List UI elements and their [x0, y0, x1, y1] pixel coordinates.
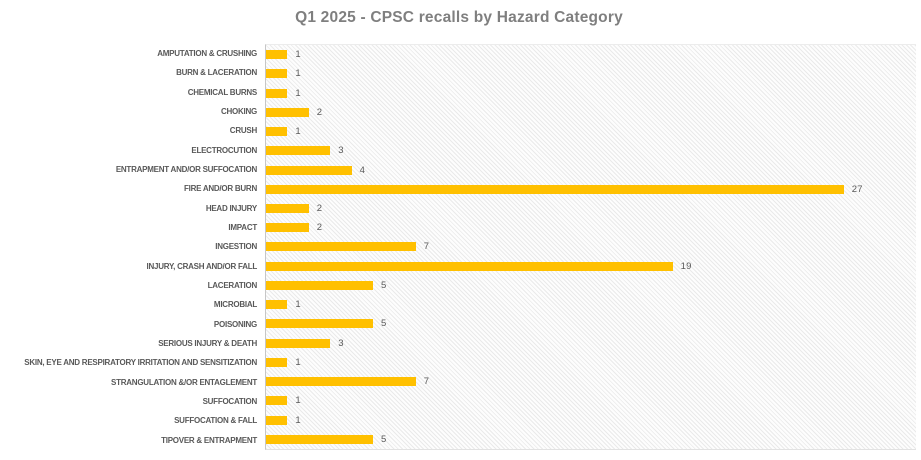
bar [266, 300, 288, 310]
value-label: 1 [295, 126, 301, 138]
value-label: 1 [295, 87, 301, 99]
bar [266, 107, 309, 117]
bar-row: 5 [266, 276, 916, 295]
value-label: 3 [338, 337, 344, 349]
category-label: POISONING [213, 319, 257, 329]
category-label: STRANGULATION &/OR ENTAGLEMENT [111, 377, 257, 387]
value-label: 1 [295, 49, 301, 61]
value-label: 7 [423, 376, 430, 388]
value-label: 1 [295, 395, 301, 407]
bar [266, 377, 416, 387]
chart-title: Q1 2025 - CPSC recalls by Hazard Categor… [295, 9, 623, 26]
bar-row: 3 [266, 334, 916, 353]
category-label: LACERATION [207, 281, 258, 291]
value-label: 2 [316, 222, 323, 234]
bar [266, 88, 288, 98]
value-label: 1 [295, 68, 301, 80]
bar [266, 357, 288, 367]
bar [266, 319, 373, 329]
value-label: 7 [423, 241, 430, 253]
category-label: BURN & LACERATION [176, 68, 257, 78]
bar [266, 242, 416, 252]
bar-row: 1 [266, 410, 916, 429]
bar [266, 165, 352, 175]
bar-row: 1 [266, 64, 916, 83]
bar [266, 338, 331, 348]
bar [266, 223, 309, 233]
bar-row: 1 [266, 391, 916, 410]
bar-row: 2 [266, 103, 916, 122]
category-label: SERIOUS INJURY & DEATH [158, 339, 257, 349]
category-label: INGESTION [215, 242, 257, 252]
value-label: 19 [680, 260, 692, 272]
bar [266, 146, 331, 156]
bar-row: 2 [266, 199, 916, 218]
category-label: FIRE AND/OR BURN [183, 184, 257, 194]
value-label: 1 [295, 356, 301, 368]
category-label: ENTRAPMENT AND/OR SUFFOCATION [115, 165, 257, 175]
bar [266, 184, 844, 194]
category-label: IMPACT [228, 223, 257, 233]
category-label: INJURY, CRASH AND/OR FALL [146, 261, 258, 271]
value-label: 4 [359, 164, 366, 176]
category-label: ELECTROCUTION [191, 145, 257, 155]
bar [266, 50, 288, 60]
value-label: 2 [316, 202, 323, 214]
value-label: 5 [381, 433, 387, 445]
bar [266, 415, 288, 425]
bar [266, 69, 288, 79]
value-label: 1 [295, 414, 301, 426]
bar-row: 1 [266, 295, 916, 314]
bar-row: 5 [266, 314, 916, 333]
bar [266, 280, 373, 290]
value-label: 5 [381, 318, 387, 330]
bar [266, 203, 309, 213]
category-label: SKIN, EYE AND RESPIRATORY IRRITATION AND… [24, 358, 257, 368]
value-label: 1 [295, 299, 301, 311]
value-label: 27 [851, 183, 863, 195]
bar-row: 7 [266, 372, 916, 391]
category-label: AMPUTATION & CRUSHING [157, 49, 257, 59]
category-labels: AMPUTATION & CRUSHING BURN & LACERATION CH… [0, 44, 265, 450]
category-label: CRUSH [229, 126, 257, 136]
value-label: 2 [316, 106, 323, 118]
category-label: HEAD INJURY [205, 203, 257, 213]
bar-row: 4 [266, 160, 916, 179]
bar-row: 19 [266, 257, 916, 276]
bar-row: 2 [266, 218, 916, 237]
bar-row: 1 [266, 122, 916, 141]
category-label: SUFFOCATION & FALL [174, 416, 257, 426]
plot-area: 1 1 1 2 1 3 4 27 2 2 7 19 5 1 5 3 1 7 1 1 5 [265, 44, 916, 450]
category-label: TIPOVER & ENTRAPMENT [161, 435, 257, 445]
bar-row: 1 [266, 45, 916, 64]
bar [266, 434, 373, 444]
category-label: CHOKING [220, 107, 257, 117]
bar-row: 7 [266, 237, 916, 256]
bar-row: 1 [266, 353, 916, 372]
bar-row: 27 [266, 180, 916, 199]
bar-row: 5 [266, 430, 916, 449]
bar [266, 396, 288, 406]
value-label: 3 [338, 145, 344, 157]
category-label: CHEMICAL BURNS [187, 87, 258, 97]
bar [266, 127, 288, 137]
category-label: SUFFOCATION [202, 397, 258, 407]
bar-row: 1 [266, 83, 916, 102]
category-label: MICROBIAL [213, 300, 257, 310]
bar-row: 3 [266, 141, 916, 160]
bar [266, 261, 673, 271]
value-label: 5 [381, 279, 387, 291]
